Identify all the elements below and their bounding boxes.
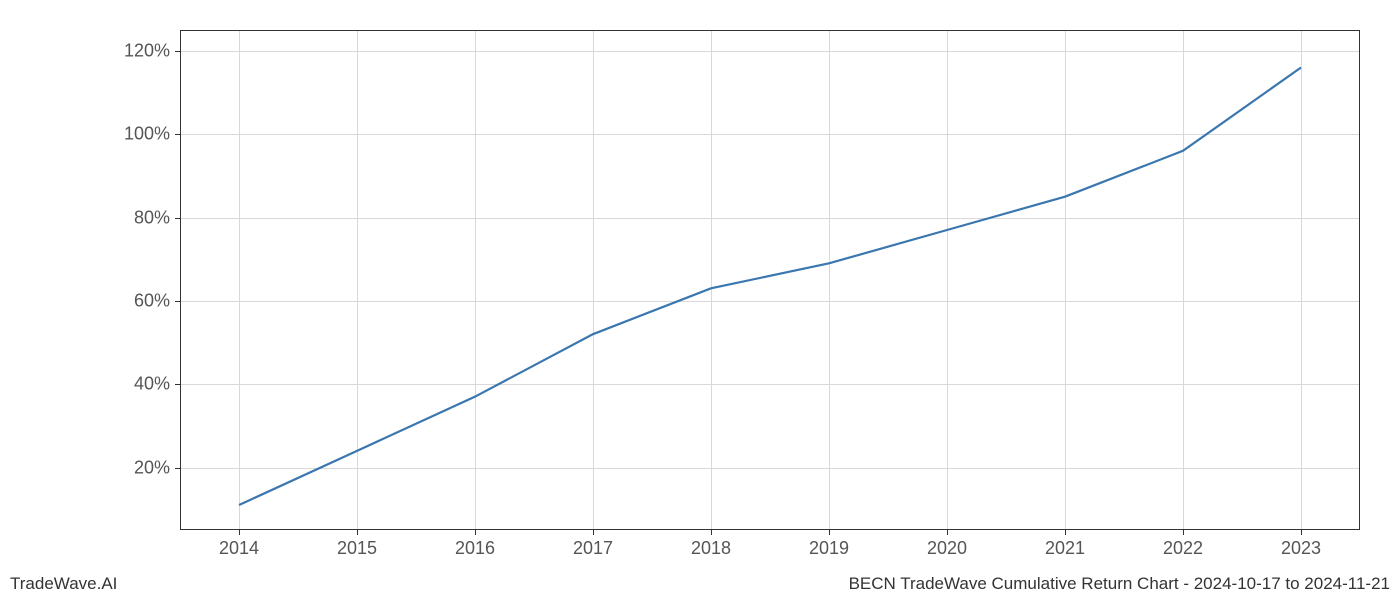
- chart-container: TradeWave.AI BECN TradeWave Cumulative R…: [0, 0, 1400, 600]
- x-axis-label: 2016: [455, 538, 495, 559]
- y-axis-label: 40%: [134, 374, 170, 395]
- x-axis-label: 2017: [573, 538, 613, 559]
- plot-area: [180, 30, 1360, 530]
- x-tick: [1183, 530, 1184, 535]
- x-axis-label: 2022: [1163, 538, 1203, 559]
- x-tick: [1301, 530, 1302, 535]
- x-axis-label: 2021: [1045, 538, 1085, 559]
- y-tick: [175, 51, 180, 52]
- footer-caption: BECN TradeWave Cumulative Return Chart -…: [849, 574, 1390, 594]
- x-axis-label: 2018: [691, 538, 731, 559]
- x-tick: [239, 530, 240, 535]
- y-axis-label: 20%: [134, 457, 170, 478]
- x-tick: [1065, 530, 1066, 535]
- cumulative-return-line: [239, 68, 1301, 506]
- x-tick: [357, 530, 358, 535]
- y-tick: [175, 218, 180, 219]
- y-axis-label: 60%: [134, 290, 170, 311]
- line-chart-svg: [180, 30, 1360, 530]
- y-tick: [175, 468, 180, 469]
- x-axis-label: 2014: [219, 538, 259, 559]
- x-tick: [593, 530, 594, 535]
- x-tick: [711, 530, 712, 535]
- x-axis-label: 2023: [1281, 538, 1321, 559]
- x-axis-label: 2019: [809, 538, 849, 559]
- x-tick: [947, 530, 948, 535]
- x-tick: [829, 530, 830, 535]
- y-axis-label: 120%: [124, 40, 170, 61]
- x-axis-label: 2015: [337, 538, 377, 559]
- y-tick: [175, 134, 180, 135]
- footer-brand: TradeWave.AI: [10, 574, 117, 594]
- y-axis-label: 100%: [124, 124, 170, 145]
- y-tick: [175, 384, 180, 385]
- y-tick: [175, 301, 180, 302]
- x-tick: [475, 530, 476, 535]
- y-axis-label: 80%: [134, 207, 170, 228]
- x-axis-label: 2020: [927, 538, 967, 559]
